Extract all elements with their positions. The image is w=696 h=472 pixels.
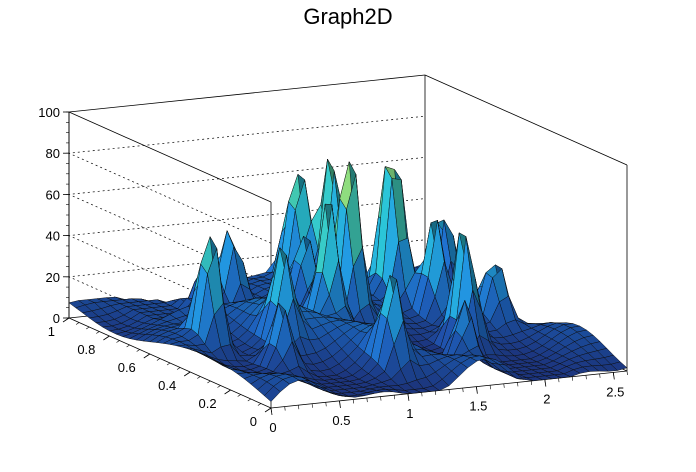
z-tick-label: 60 [46,187,60,202]
x-minor-tick [325,402,327,407]
x-minor-tick [599,373,601,378]
x-minor-tick [339,400,341,405]
axis-frame-line [68,74,426,113]
y-tick-label: 1 [48,324,55,339]
x-minor-tick [476,386,478,391]
x-tick-label: 0.5 [332,413,350,428]
y-tick-label: 0.2 [199,396,217,411]
x-minor-tick [517,382,519,387]
y-minor-tick [116,340,120,343]
x-minor-tick [421,392,423,397]
y-minor-tick [65,317,70,321]
y-minor-tick [217,385,221,388]
z-tick-label: 40 [46,229,60,244]
x-minor-tick [571,376,574,381]
x-minor-tick [503,383,505,388]
x-minor-tick [448,389,450,394]
y-minor-tick [176,367,181,370]
y-minor-tick [237,394,241,397]
x-minor-tick [462,388,464,393]
x-minor-tick [407,393,409,398]
x-tick-label: 2.5 [606,384,624,399]
y-minor-tick [197,376,201,379]
x-minor-tick [435,390,437,395]
x-minor-tick [558,378,560,383]
y-minor-tick [126,344,130,348]
axis-frame-line [68,111,272,203]
y-minor-tick [257,403,262,406]
y-minor-tick [187,371,191,375]
x-minor-tick [544,379,546,384]
gridline [67,115,426,244]
x-tick-label: 1.5 [469,399,487,414]
y-tick-label: 0.8 [77,342,95,357]
y-tick-label: 0.6 [118,360,136,375]
y-minor-tick [136,349,140,352]
chart-title: Graph2D [303,4,393,29]
x-tick-label: 2 [543,392,550,407]
x-minor-tick [352,399,354,404]
y-minor-tick [86,326,90,330]
z-tick-label: 100 [38,105,60,120]
x-minor-tick [626,370,628,376]
y-minor-tick [75,322,80,325]
y-minor-tick [156,358,161,361]
x-minor-tick [613,372,615,377]
y-minor-tick [106,335,110,339]
x-minor-tick [393,395,396,400]
z-tick-label: 20 [46,270,60,285]
z-tick-label: 80 [46,146,60,161]
y-tick-label: 0.4 [158,378,176,393]
y-minor-tick [146,353,150,357]
z-tick-label: 0 [53,311,60,326]
x-minor-tick [298,405,300,410]
x-minor-tick [585,375,587,380]
x-tick-label: 1 [406,406,413,421]
axis-frame-line [424,74,628,166]
x-minor-tick [270,407,272,413]
y-minor-tick [166,362,171,366]
y-tick-label: 0 [250,414,257,429]
y-minor-tick [247,398,251,402]
y-minor-tick [227,389,231,393]
x-minor-tick [284,406,286,411]
x-minor-tick [311,403,313,408]
surface-cell [610,361,628,371]
x-minor-tick [380,396,382,401]
x-minor-tick [530,380,532,385]
y-minor-tick [207,380,211,384]
x-tick-label: 0 [269,420,276,435]
y-minor-tick [96,331,100,334]
x-minor-tick [366,398,368,403]
x-minor-tick [489,385,491,390]
y-minor-tick [267,407,272,411]
